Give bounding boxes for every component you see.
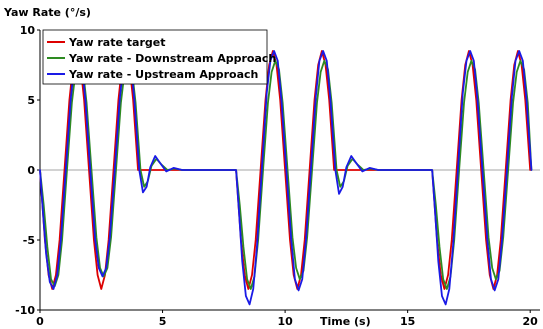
x-axis-label: Time (s) — [320, 315, 371, 328]
y-tick-label: -5 — [23, 234, 35, 247]
legend: Yaw rate target Yaw rate - Downstream App… — [42, 29, 276, 85]
series-upstream-line — [39, 50, 533, 306]
legend-item-upstream-label: Yaw rate - Upstream Approach — [68, 68, 258, 81]
x-tick-label: 15 — [400, 315, 415, 328]
series-target-line — [39, 50, 532, 290]
plot-area — [39, 50, 533, 306]
legend-box — [42, 29, 268, 85]
axes: -10 -5 0 5 10 0 5 10 15 20 — [15, 24, 540, 328]
y-tick-label: -10 — [15, 304, 35, 317]
x-tick-label: 0 — [36, 315, 44, 328]
y-axis-label: Yaw Rate (°/s) — [3, 6, 91, 19]
y-tick-label: 10 — [20, 24, 36, 37]
x-tick-label: 5 — [159, 315, 167, 328]
x-tick-label: 10 — [277, 315, 293, 328]
series-downstream-line — [39, 59, 533, 290]
legend-item-downstream-label: Yaw rate - Downstream Approach — [68, 52, 276, 65]
y-tick-label: 5 — [27, 94, 35, 107]
x-tick-label: 20 — [523, 315, 539, 328]
legend-item-target-label: Yaw rate target — [68, 36, 165, 49]
y-tick-label: 0 — [27, 164, 35, 177]
